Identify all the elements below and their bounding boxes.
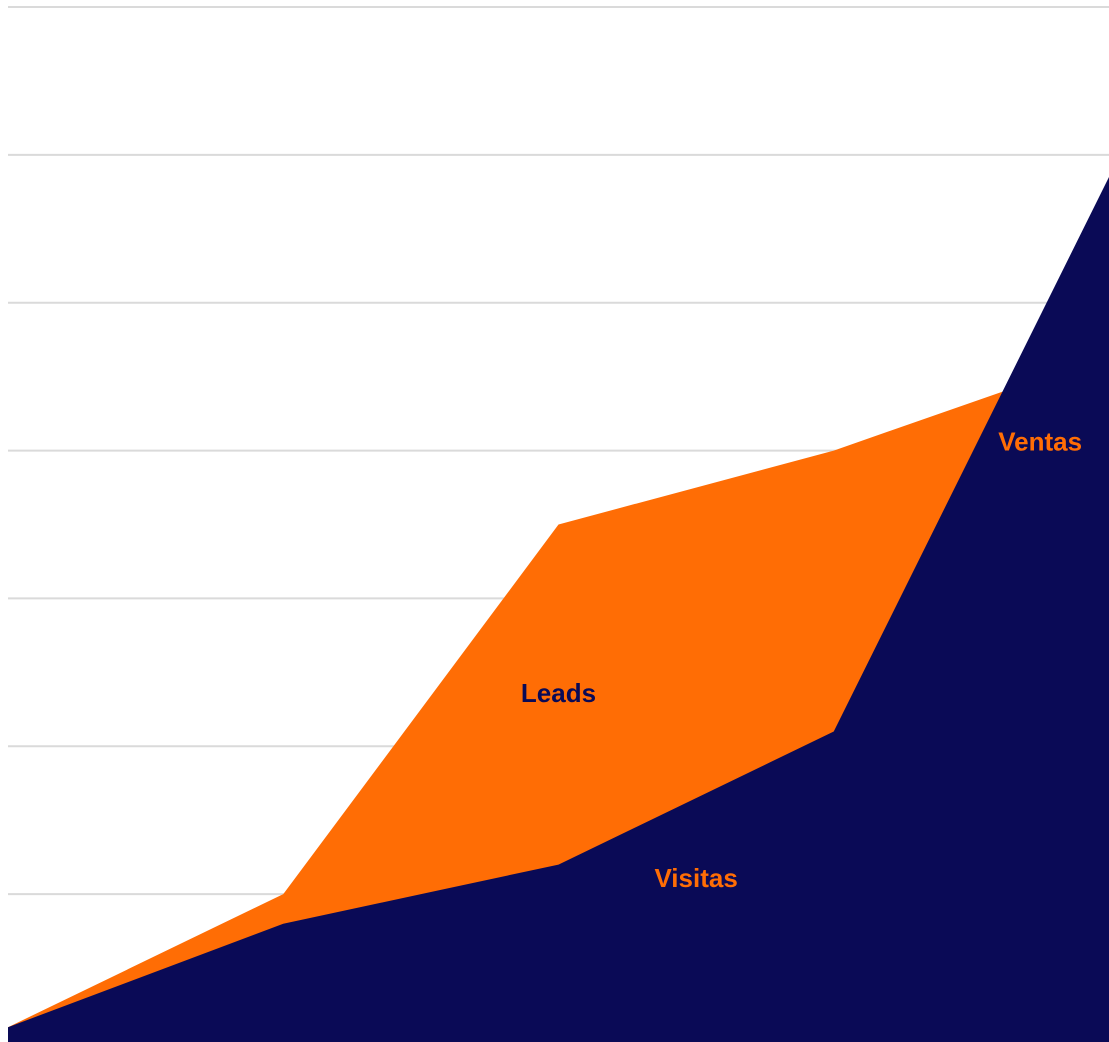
area-visitas [8,177,1109,1042]
label-ventas: Ventas [998,427,1082,457]
label-visitas: Visitas [654,863,737,893]
series-labels: Leads Visitas Ventas [521,427,1082,893]
series-areas [8,177,1109,1042]
label-leads: Leads [521,678,596,708]
